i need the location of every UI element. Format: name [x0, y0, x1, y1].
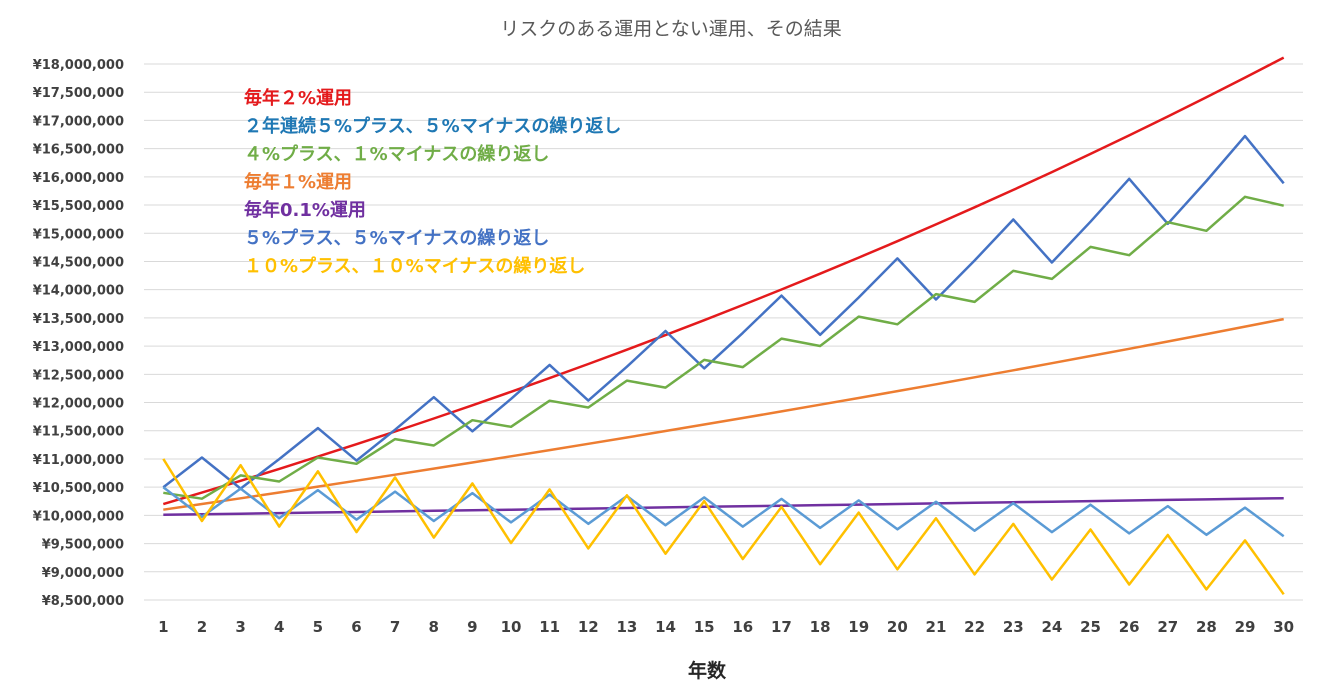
x-tick-label: 28 — [1196, 618, 1217, 636]
x-tick-label: 13 — [616, 618, 637, 636]
y-tick-label: ¥9,000,000 — [42, 566, 124, 581]
x-tick-label: 6 — [351, 618, 361, 636]
y-tick-label: ¥13,500,000 — [33, 312, 124, 327]
legend-entry: 毎年１%運用 — [244, 171, 352, 193]
x-tick-label: 8 — [429, 618, 439, 636]
y-tick-label: ¥15,500,000 — [33, 199, 124, 214]
x-tick-label: 15 — [694, 618, 715, 636]
y-tick-label: ¥12,500,000 — [33, 368, 124, 383]
y-tick-label: ¥12,000,000 — [33, 397, 124, 412]
x-tick-label: 30 — [1273, 618, 1294, 636]
gridlines — [144, 63, 1303, 601]
legend: 毎年２%運用 ２年連続５%プラス、５%マイナスの繰り返し ４%プラス、１%マイナスの… — [244, 87, 621, 277]
x-tick-label: 18 — [810, 618, 831, 636]
series-line — [162, 56, 1285, 506]
y-tick-label: ¥10,000,000 — [33, 509, 124, 524]
y-tick-label: ¥16,000,000 — [33, 171, 124, 186]
y-tick-label: ¥14,000,000 — [33, 284, 124, 299]
y-tick-label: ¥18,000,000 — [33, 58, 124, 73]
y-tick-label: ¥11,000,000 — [33, 453, 124, 468]
legend-entry: 毎年0.1%運用 — [244, 199, 366, 221]
x-tick-label: 25 — [1080, 618, 1101, 636]
y-tick-label: ¥13,000,000 — [33, 340, 124, 355]
legend-entry: 毎年２%運用 — [244, 87, 352, 109]
y-tick-label: ¥11,500,000 — [33, 425, 124, 440]
x-tick-label: 16 — [732, 618, 753, 636]
x-tick-label: 3 — [235, 618, 245, 636]
x-tick-label: 7 — [390, 618, 400, 636]
x-tick-label: 2 — [197, 618, 207, 636]
legend-entry: ４%プラス、１%マイナスの繰り返し — [244, 143, 549, 165]
y-tick-label: ¥10,500,000 — [33, 481, 124, 496]
x-axis-tick-labels: 1 2 3 4 5 6 7 8 9 10 11 12 13 14 15 16 17 18 19 20 21 22 23 24 2… — [158, 618, 1294, 636]
y-tick-label: ¥14,500,000 — [33, 255, 124, 270]
x-tick-label: 21 — [926, 618, 947, 636]
x-tick-label: 26 — [1119, 618, 1140, 636]
y-tick-label: ¥8,500,000 — [42, 594, 124, 609]
series-line — [163, 317, 1284, 511]
x-tick-label: 1 — [158, 618, 168, 636]
x-tick-label: 20 — [887, 618, 908, 636]
x-tick-label: 12 — [578, 618, 599, 636]
x-tick-label: 10 — [501, 618, 522, 636]
series-line — [162, 486, 1285, 538]
x-tick-label: 17 — [771, 618, 792, 636]
y-axis-tick-labels: ¥8,500,000 ¥9,000,000 ¥9,500,000 ¥10,000,00… — [33, 58, 124, 609]
x-tick-label: 19 — [848, 618, 869, 636]
series-line — [162, 458, 1285, 596]
y-tick-label: ¥17,500,000 — [33, 86, 124, 101]
x-tick-label: 24 — [1041, 618, 1062, 636]
series-line — [163, 195, 1284, 500]
x-axis-label: 年数 — [688, 659, 727, 682]
series-lines — [162, 56, 1285, 596]
series-line — [163, 496, 1284, 517]
y-tick-label: ¥15,000,000 — [33, 227, 124, 242]
chart-title: リスクのある運用とない運用、その結果 — [500, 18, 841, 40]
y-tick-label: ¥9,500,000 — [42, 538, 124, 553]
x-tick-label: 5 — [313, 618, 323, 636]
x-tick-label: 22 — [964, 618, 985, 636]
series-line — [162, 134, 1285, 490]
x-tick-label: 27 — [1157, 618, 1178, 636]
legend-entry: ２年連続５%プラス、５%マイナスの繰り返し — [244, 115, 621, 137]
y-tick-label: ¥16,500,000 — [33, 143, 124, 158]
x-tick-label: 14 — [655, 618, 676, 636]
x-tick-label: 29 — [1235, 618, 1256, 636]
legend-entry: ５%プラス、５%マイナスの繰り返し — [244, 227, 549, 249]
x-tick-label: 23 — [1003, 618, 1024, 636]
x-tick-label: 4 — [274, 618, 284, 636]
legend-entry: １０%プラス、１０%マイナスの繰り返し — [244, 255, 585, 277]
x-tick-label: 11 — [539, 618, 560, 636]
x-tick-label: 9 — [467, 618, 477, 636]
y-tick-label: ¥17,000,000 — [33, 114, 124, 129]
